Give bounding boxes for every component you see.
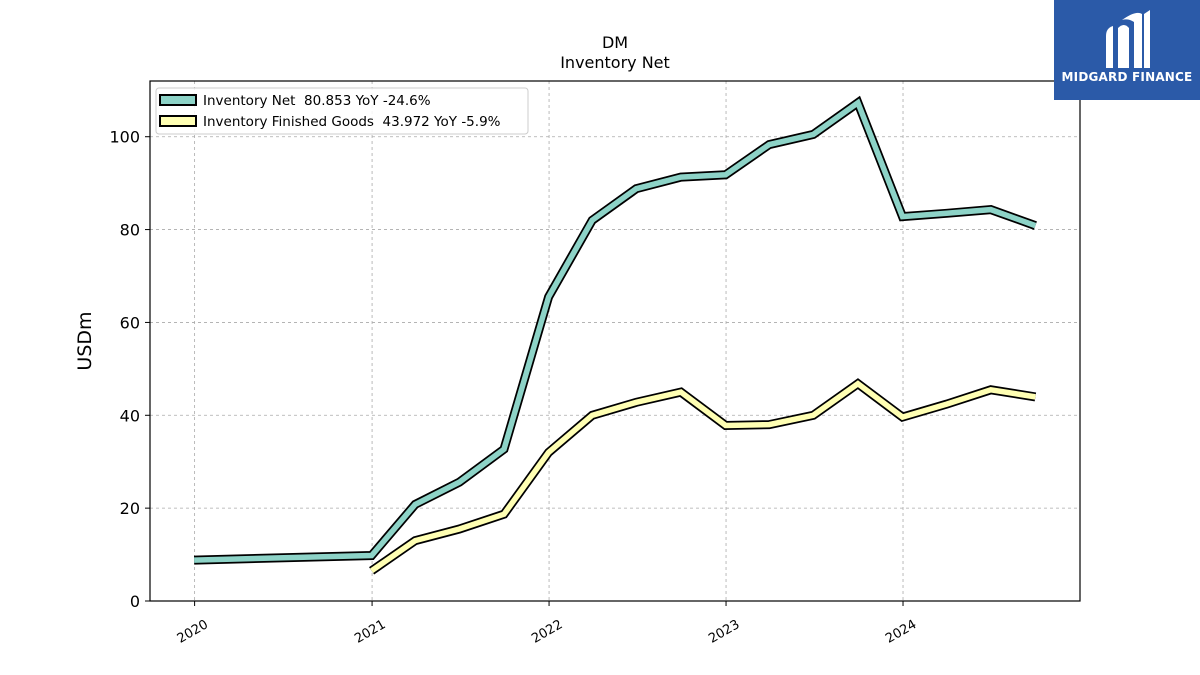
brand-name: MIDGARD FINANCE — [1061, 70, 1193, 84]
series-0-line — [194, 98, 1037, 563]
series-1-point — [678, 389, 684, 395]
series-1-point — [369, 568, 375, 574]
brand-logo: MIDGARD FINANCE — [1054, 0, 1200, 100]
series-0-point — [811, 132, 817, 138]
series-1-point — [412, 538, 418, 544]
series-0-point — [1033, 223, 1039, 229]
series-1-point — [457, 526, 463, 532]
chart-title: DM — [602, 33, 628, 52]
series-0-point — [191, 557, 197, 563]
midgard-m-logo-icon — [1106, 10, 1150, 68]
legend: Inventory Net 80.853 YoY -24.6% Inventory… — [155, 87, 529, 135]
x-tick-label: 2022 — [529, 617, 565, 647]
series-1-point — [501, 511, 507, 517]
series-0-point — [457, 479, 463, 485]
series-0-point — [900, 214, 906, 220]
legend-entry: Inventory Finished Goods 43.972 YoY -5.9… — [203, 114, 501, 130]
series-0-point — [855, 100, 861, 106]
series-1-point — [900, 414, 906, 420]
series-0-point — [988, 207, 994, 213]
legend-frame — [155, 87, 529, 135]
series-1-point — [546, 450, 552, 456]
grid — [150, 81, 1080, 601]
series-0-point — [634, 186, 640, 192]
x-tick-label: 2024 — [883, 617, 919, 647]
series-1-point — [811, 412, 817, 418]
series-1-point — [988, 387, 994, 393]
y-tick-label: 40 — [120, 406, 140, 425]
x-tick-label: 2023 — [706, 617, 742, 647]
x-tick-label: 2020 — [175, 617, 211, 647]
series-0-point — [546, 294, 552, 300]
legend-swatch — [159, 94, 197, 106]
series-0-point — [412, 502, 418, 508]
series-1-point — [1033, 394, 1039, 400]
axes: 0 20 40 60 80 100 2020 2021 2022 2023 2024 — [109, 128, 919, 647]
y-tick-label: 100 — [109, 128, 140, 147]
y-tick-label: 80 — [120, 221, 140, 240]
y-tick-label: 20 — [120, 499, 140, 518]
legend-entry: Inventory Net 80.853 YoY -24.6% — [203, 93, 431, 109]
series-0-point — [501, 446, 507, 452]
series-0-point — [678, 174, 684, 180]
series-0-point — [766, 142, 772, 148]
y-tick-label: 60 — [120, 313, 140, 332]
series-0-point — [944, 211, 950, 217]
series-1-point — [766, 422, 772, 428]
x-tick-label: 2021 — [352, 617, 388, 647]
y-tick-label: 0 — [130, 592, 140, 611]
series-0-outline — [193, 95, 1037, 565]
plot-area — [149, 80, 1081, 602]
series-1-point — [944, 401, 950, 407]
series-1-point — [723, 423, 729, 429]
series-0-point — [723, 172, 729, 178]
series-0-point — [369, 553, 375, 559]
series-1-point — [855, 381, 861, 387]
chart-subtitle: Inventory Net — [560, 53, 670, 72]
series-lines — [191, 95, 1039, 575]
series-0-point — [589, 217, 595, 223]
y-axis-label: USDm — [74, 311, 96, 370]
series-1-line — [370, 380, 1036, 574]
series-1-point — [634, 399, 640, 405]
legend-swatch — [159, 115, 197, 127]
series-1-point — [589, 412, 595, 418]
